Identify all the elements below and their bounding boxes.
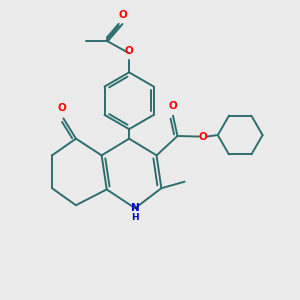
Text: O: O <box>58 103 66 113</box>
Text: O: O <box>199 132 208 142</box>
Text: O: O <box>125 46 134 56</box>
Text: O: O <box>169 101 177 111</box>
Text: N: N <box>131 203 140 213</box>
Text: H: H <box>131 213 139 222</box>
Text: O: O <box>118 10 127 20</box>
